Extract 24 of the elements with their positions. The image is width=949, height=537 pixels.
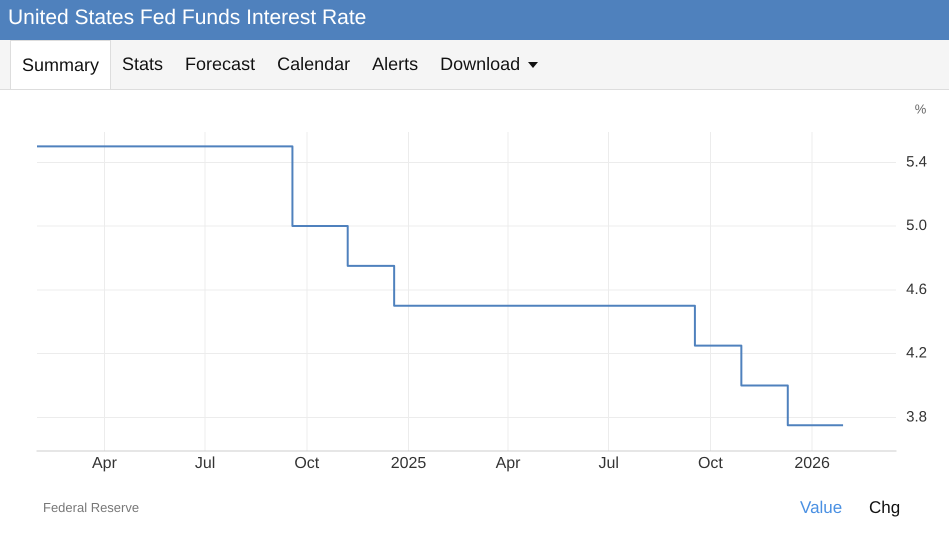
x-tick-label: 2025 [390, 454, 426, 472]
x-tick-label: Jul [194, 454, 216, 472]
text: Summary [10, 40, 112, 89]
x-tick-label: 2026 [794, 454, 830, 472]
text: Chg [869, 498, 900, 518]
y-tick-label: 5.4 [906, 153, 928, 170]
text: Calendar [276, 53, 352, 76]
text: Stats [121, 53, 164, 76]
chart-title: United States Fed Funds Interest Rate [0, 0, 949, 40]
y-axis-title: % [914, 102, 927, 117]
x-tick-label: Oct [698, 454, 724, 472]
x-tick-label: Oct [294, 454, 320, 472]
text: Forecast [184, 53, 256, 76]
text: Alerts [371, 53, 420, 76]
text: Download [439, 53, 522, 76]
y-tick-label: 4.2 [906, 344, 928, 362]
text: Value [800, 498, 842, 518]
x-tick-label: Jul [598, 454, 619, 472]
x-tick-label: Apr [496, 454, 522, 472]
y-tick-label: 3.8 [906, 408, 928, 426]
text: Federal Reserve [43, 500, 140, 515]
x-tick-label: Apr [92, 454, 118, 472]
y-tick-label: 4.6 [906, 280, 928, 298]
y-tick-label: 5.0 [906, 217, 928, 234]
